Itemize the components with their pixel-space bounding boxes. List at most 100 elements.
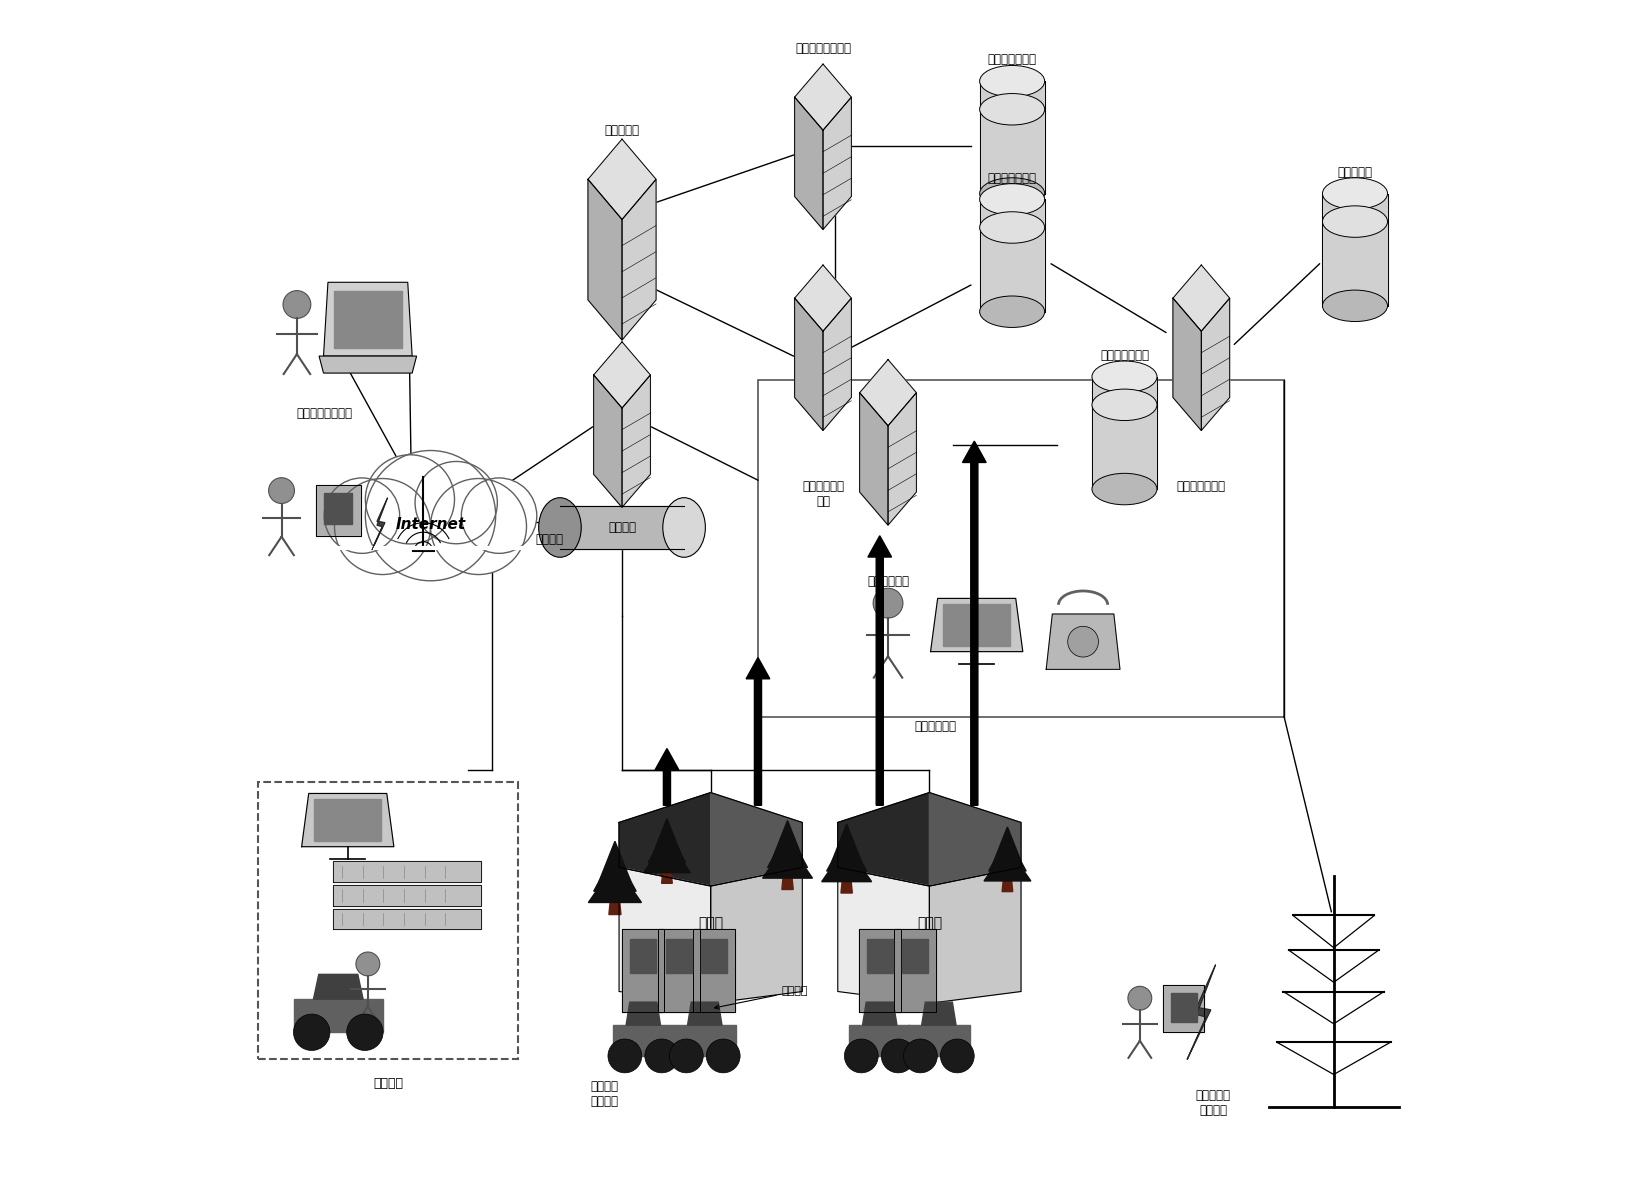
Polygon shape (1002, 880, 1012, 891)
Polygon shape (930, 598, 1022, 652)
Polygon shape (863, 1003, 897, 1025)
Polygon shape (314, 799, 382, 841)
Text: 客户服务数据库: 客户服务数据库 (1100, 348, 1149, 361)
Ellipse shape (979, 65, 1045, 97)
Circle shape (365, 455, 454, 544)
Polygon shape (859, 392, 889, 525)
Circle shape (324, 478, 400, 553)
Circle shape (347, 1014, 384, 1050)
Text: 主服务器: 主服务器 (535, 533, 563, 546)
Polygon shape (612, 1025, 675, 1056)
Circle shape (881, 1039, 915, 1072)
Polygon shape (782, 878, 793, 890)
Circle shape (904, 1039, 937, 1072)
Polygon shape (930, 867, 1021, 1004)
Circle shape (1068, 627, 1098, 656)
Polygon shape (909, 1025, 969, 1056)
Polygon shape (823, 299, 851, 430)
Polygon shape (334, 290, 402, 347)
Ellipse shape (1091, 361, 1157, 392)
Polygon shape (316, 485, 360, 536)
Ellipse shape (979, 184, 1045, 216)
Polygon shape (943, 603, 1011, 646)
Polygon shape (821, 846, 872, 882)
Text: 充电站: 充电站 (917, 916, 942, 930)
Polygon shape (984, 847, 1030, 880)
Circle shape (1128, 986, 1152, 1010)
Polygon shape (599, 841, 630, 882)
Text: 客户服务系统: 客户服务系统 (867, 575, 909, 588)
Text: 登入系统: 登入系统 (374, 1077, 403, 1090)
Ellipse shape (979, 212, 1045, 243)
Circle shape (872, 588, 904, 619)
Polygon shape (332, 861, 481, 882)
Circle shape (365, 450, 495, 581)
Polygon shape (767, 831, 808, 867)
Ellipse shape (538, 498, 581, 557)
Ellipse shape (979, 94, 1045, 124)
Polygon shape (319, 356, 416, 373)
Polygon shape (619, 867, 711, 1004)
Polygon shape (688, 1003, 723, 1025)
Polygon shape (588, 864, 642, 903)
Polygon shape (665, 940, 691, 973)
Text: 电池数据分析系统: 电池数据分析系统 (795, 41, 851, 55)
Polygon shape (594, 341, 650, 408)
Polygon shape (324, 493, 352, 525)
Text: 用户与客户
服务联系: 用户与客户 服务联系 (1195, 1089, 1231, 1117)
Ellipse shape (663, 498, 706, 557)
Polygon shape (1187, 965, 1215, 1059)
Polygon shape (1202, 299, 1230, 430)
Polygon shape (989, 837, 1025, 871)
Polygon shape (930, 793, 1021, 886)
Polygon shape (625, 1003, 660, 1025)
Polygon shape (795, 64, 851, 130)
Polygon shape (826, 834, 867, 871)
Text: 充电站: 充电站 (698, 916, 723, 930)
Polygon shape (662, 872, 672, 883)
Polygon shape (979, 199, 1045, 312)
Circle shape (268, 478, 295, 504)
Circle shape (940, 1039, 974, 1072)
Polygon shape (1170, 993, 1197, 1021)
Polygon shape (823, 97, 851, 230)
Text: 数据网络: 数据网络 (607, 521, 635, 534)
Polygon shape (560, 506, 685, 549)
Circle shape (334, 479, 431, 575)
Text: 客户服务中心: 客户服务中心 (914, 720, 956, 734)
Polygon shape (295, 999, 382, 1032)
Polygon shape (332, 909, 481, 929)
Circle shape (706, 1039, 741, 1072)
Polygon shape (653, 819, 681, 854)
FancyArrow shape (963, 441, 986, 806)
Polygon shape (588, 179, 622, 340)
Polygon shape (324, 282, 412, 356)
Text: 充电机和
用户界面: 充电机和 用户界面 (591, 1080, 619, 1108)
Polygon shape (332, 885, 481, 905)
Polygon shape (711, 867, 802, 1004)
Circle shape (356, 952, 380, 976)
FancyArrow shape (867, 536, 892, 806)
Polygon shape (1322, 193, 1388, 306)
Ellipse shape (1091, 389, 1157, 421)
Polygon shape (622, 179, 657, 340)
Polygon shape (1047, 614, 1119, 670)
Circle shape (415, 461, 497, 544)
Polygon shape (1174, 265, 1230, 332)
Polygon shape (831, 824, 861, 861)
Ellipse shape (1322, 178, 1388, 210)
Ellipse shape (979, 178, 1045, 210)
Ellipse shape (1322, 206, 1388, 237)
Polygon shape (867, 940, 892, 973)
Polygon shape (889, 392, 917, 525)
Circle shape (431, 479, 527, 575)
Polygon shape (894, 929, 937, 1012)
Polygon shape (644, 839, 690, 872)
Polygon shape (701, 940, 728, 973)
Polygon shape (838, 793, 930, 886)
Polygon shape (994, 827, 1022, 863)
Polygon shape (1174, 299, 1202, 430)
Polygon shape (795, 299, 823, 430)
Polygon shape (619, 793, 711, 886)
Polygon shape (859, 929, 900, 1012)
